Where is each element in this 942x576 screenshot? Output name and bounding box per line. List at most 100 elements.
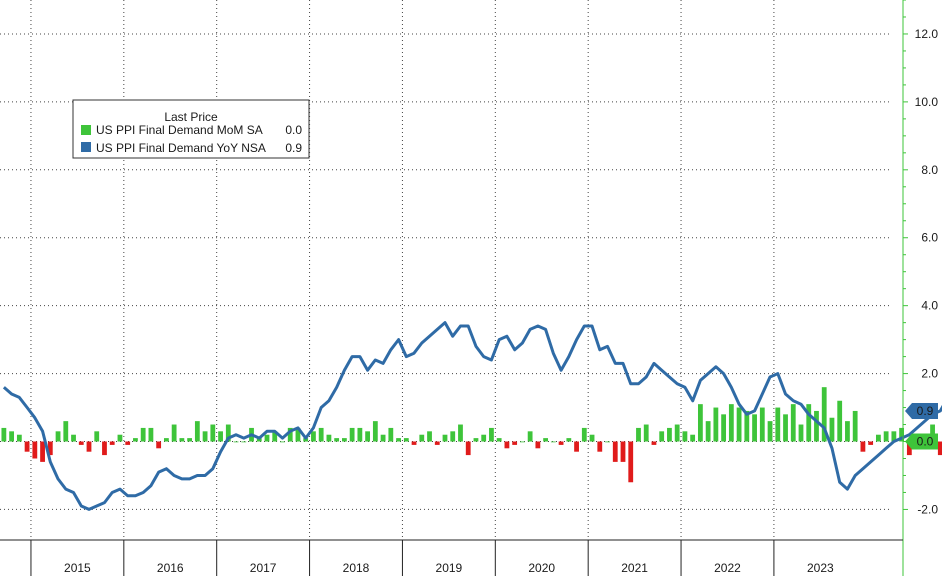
mom-bar — [133, 438, 138, 442]
mom-bar — [148, 427, 154, 442]
y-tick-label: 2.0 — [921, 367, 938, 381]
mom-bar — [334, 438, 340, 442]
mom-bar — [543, 438, 549, 442]
mom-bar — [860, 441, 866, 452]
mom-bar — [318, 427, 324, 442]
mom-bar — [721, 414, 727, 442]
mom-bar — [202, 431, 208, 442]
mom-bar — [63, 421, 69, 442]
mom-bar — [558, 441, 564, 445]
mom-bar — [1, 427, 7, 442]
mom-bar — [156, 441, 162, 449]
mom-bar — [837, 400, 843, 442]
mom-bar — [140, 427, 146, 442]
mom-bar — [210, 424, 216, 442]
mom-bar — [171, 424, 177, 442]
mom-bar — [930, 424, 935, 442]
mom-bar — [272, 431, 278, 442]
mom-bar — [790, 404, 796, 442]
mom-bar — [659, 431, 665, 442]
mom-bar — [806, 404, 812, 442]
x-tick-label: 2022 — [714, 561, 741, 575]
mom-bar — [388, 427, 394, 442]
mom-bar — [233, 441, 239, 443]
last-value-badges: 0.9 0.0 — [905, 402, 938, 450]
x-tick-label: 2019 — [436, 561, 463, 575]
y-tick-label: 8.0 — [921, 163, 938, 177]
mom-bar — [102, 441, 107, 456]
mom-bar — [194, 421, 200, 442]
mom-bar — [241, 441, 247, 443]
legend-swatch-mom — [81, 125, 91, 135]
mom-bar — [473, 438, 479, 442]
mom-bar — [78, 441, 84, 445]
x-tick-label: 2021 — [621, 561, 648, 575]
y-axis: -2.0 0.0 2.0 4.0 6.0 8.0 10.0 12.0 — [902, 0, 938, 576]
mom-bar — [256, 438, 262, 442]
mom-bar — [937, 441, 942, 456]
badge-mom-text: 0.0 — [917, 435, 934, 449]
legend-swatch-yoy — [81, 142, 91, 152]
x-tick-label: 2016 — [157, 561, 184, 575]
mom-bar — [287, 427, 293, 442]
mom-bar — [814, 410, 819, 442]
mom-bar — [620, 441, 626, 462]
y-tick-label: 4.0 — [921, 299, 938, 313]
mom-bar — [465, 441, 471, 456]
mom-bar — [636, 427, 641, 442]
mom-bar — [674, 424, 680, 442]
legend-last-mom: 0.0 — [285, 123, 302, 137]
legend-title: Last Price — [164, 110, 218, 124]
mom-bar — [581, 427, 587, 442]
mom-bar — [32, 441, 38, 459]
mom-bar — [349, 427, 355, 442]
mom-bar — [295, 427, 301, 442]
mom-bar — [179, 438, 185, 442]
legend-label-mom: US PPI Final Demand MoM SA — [96, 123, 263, 137]
mom-bar — [852, 410, 858, 442]
mom-bar — [86, 441, 92, 452]
mom-bar — [163, 438, 169, 442]
mom-bar — [775, 407, 781, 442]
mom-bar — [434, 441, 440, 445]
gridlines — [0, 0, 890, 540]
mom-bar — [527, 431, 533, 442]
legend-box — [72, 99, 310, 159]
badge-mom: 0.0 — [905, 433, 938, 450]
mom-bar — [94, 431, 100, 442]
mom-bar — [16, 434, 22, 442]
mom-bar — [9, 431, 15, 442]
mom-bar — [605, 441, 610, 443]
mom-bar — [535, 441, 541, 449]
badge-yoy: 0.9 — [905, 402, 938, 419]
mom-bar — [109, 441, 115, 445]
badge-yoy-text: 0.9 — [917, 404, 934, 418]
mom-bar — [341, 438, 347, 442]
mom-bar — [481, 434, 487, 442]
mom-bar — [875, 434, 881, 442]
badge-yoy-shape — [905, 402, 938, 419]
mom-bar — [550, 441, 556, 443]
mom-bar — [752, 414, 757, 442]
mom-bar — [690, 434, 696, 442]
mom-bar — [504, 441, 510, 449]
mom-bar — [125, 441, 131, 445]
mom-bar — [705, 421, 711, 442]
mom-bar — [264, 434, 270, 442]
mom-bar — [450, 431, 456, 442]
mom-bar — [71, 434, 76, 442]
mom-bar — [899, 427, 905, 442]
mom-bar — [597, 441, 603, 452]
mom-bar — [24, 441, 30, 452]
mom-bar — [365, 431, 371, 442]
mom-bar — [55, 431, 61, 442]
mom-bar — [883, 431, 889, 442]
mom-bar — [589, 434, 595, 442]
x-tick-label: 2020 — [528, 561, 555, 575]
x-tick-label: 2017 — [250, 561, 277, 575]
mom-bar — [225, 424, 231, 442]
mom-bar — [489, 427, 494, 442]
x-tick-label: 2015 — [64, 561, 91, 575]
mom-bar — [821, 387, 827, 442]
